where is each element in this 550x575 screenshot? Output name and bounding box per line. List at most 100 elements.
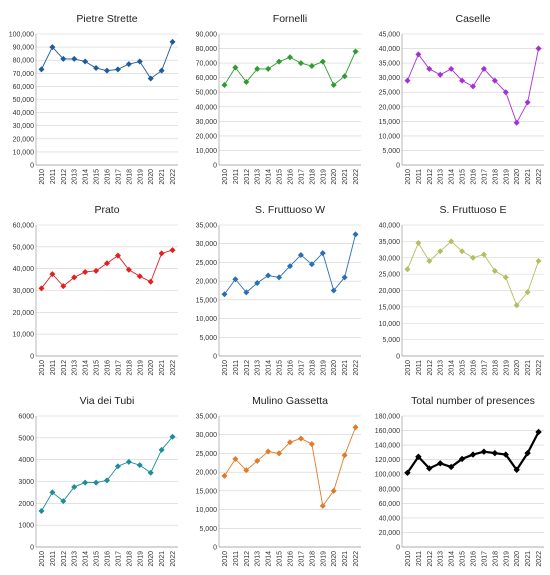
- chart-title: Fornelli: [273, 13, 307, 25]
- x-tick-label: 2010: [405, 551, 412, 567]
- y-tick-label: 5,000: [382, 148, 400, 155]
- y-tick-label: 10,000: [13, 332, 35, 339]
- data-point: [169, 38, 176, 45]
- x-tick-label: 2020: [331, 169, 338, 185]
- data-point: [502, 274, 509, 281]
- y-tick-label: 40,000: [379, 46, 401, 53]
- series-line: [41, 249, 173, 289]
- data-point: [535, 45, 542, 52]
- x-tick-label: 2010: [405, 169, 412, 185]
- data-point: [71, 55, 78, 62]
- x-tick-label: 2019: [503, 360, 510, 376]
- x-tick-label: 2018: [126, 551, 133, 567]
- data-point: [243, 467, 250, 474]
- data-point: [254, 280, 261, 287]
- data-point: [297, 435, 304, 442]
- y-tick-label: 0: [396, 545, 400, 552]
- x-tick-label: 2018: [126, 169, 133, 185]
- x-tick-label: 2010: [222, 551, 229, 567]
- data-point: [297, 60, 304, 67]
- data-point: [221, 81, 228, 88]
- x-tick-label: 2018: [309, 551, 316, 567]
- data-point: [276, 58, 283, 65]
- data-point: [114, 252, 121, 259]
- x-tick-label: 2014: [266, 360, 273, 376]
- y-tick-label: 30,000: [379, 255, 401, 262]
- y-tick-label: 30,000: [13, 123, 35, 130]
- y-tick-label: 90,000: [196, 32, 218, 39]
- x-tick-label: 2016: [288, 551, 295, 567]
- chart-svg: S. Fruttuoso W 0 5,000 10,000 15,000 20,000 25…: [196, 204, 361, 376]
- data-point: [341, 73, 348, 80]
- y-tick-label: 60,000: [13, 84, 35, 91]
- x-tick-label: 2015: [94, 360, 101, 376]
- y-tick-label: 10,000: [196, 148, 218, 155]
- data-point: [38, 66, 45, 73]
- x-tick-label: 2018: [309, 360, 316, 376]
- x-tick-label: 2013: [72, 169, 79, 185]
- data-point: [221, 291, 228, 298]
- x-tick-label: 2014: [266, 169, 273, 185]
- y-tick-label: 3000: [18, 479, 34, 486]
- data-point: [491, 77, 498, 84]
- data-point: [147, 278, 154, 285]
- x-tick-label: 2012: [244, 169, 251, 185]
- x-tick-label: 2011: [50, 551, 57, 566]
- chart-title: Caselle: [455, 13, 490, 25]
- y-tick-label: 180,000: [375, 414, 400, 421]
- x-tick-label: 2010: [222, 360, 229, 376]
- x-tick-label: 2017: [298, 169, 305, 185]
- x-tick-label: 2015: [277, 360, 284, 376]
- y-tick-label: 35,000: [379, 239, 401, 246]
- y-tick-label: 20,000: [379, 288, 401, 295]
- x-tick-label: 2022: [170, 360, 177, 376]
- x-tick-label: 2012: [427, 169, 434, 185]
- x-tick-label: 2016: [471, 360, 478, 376]
- x-tick-label: 2013: [438, 360, 445, 376]
- y-tick-label: 30,000: [13, 288, 35, 295]
- data-point: [254, 65, 261, 72]
- x-tick-label: 2017: [115, 360, 122, 376]
- series-line: [41, 436, 173, 512]
- x-tick-label: 2014: [449, 169, 456, 185]
- chart-panel: Pietre Strette 0 10,000 20,000 30,000 40,000 5…: [0, 0, 183, 191]
- x-tick-label: 2014: [83, 360, 90, 376]
- x-tick-label: 2015: [94, 551, 101, 567]
- x-tick-label: 2015: [460, 551, 467, 567]
- x-tick-label: 2012: [427, 360, 434, 376]
- data-point: [426, 465, 433, 472]
- data-point: [265, 272, 272, 279]
- data-point: [447, 463, 455, 471]
- data-point: [104, 260, 110, 267]
- chart-panel: Via dei Tubi 0 1000 2000 3000 4000 5000 6000 201…: [0, 382, 183, 573]
- data-point: [437, 460, 444, 467]
- y-tick-label: 80,000: [196, 46, 218, 53]
- data-point: [448, 65, 455, 72]
- data-point: [287, 54, 293, 61]
- data-point: [352, 231, 359, 238]
- chart-title: Total number of presences: [411, 395, 535, 407]
- data-point: [158, 250, 165, 257]
- y-tick-label: 5,000: [382, 337, 400, 344]
- y-tick-label: 50,000: [13, 97, 35, 104]
- data-point: [535, 258, 542, 265]
- x-tick-label: 2022: [536, 360, 543, 376]
- data-point: [243, 289, 250, 296]
- x-tick-label: 2011: [233, 169, 240, 184]
- chart-title: Mulino Gassetta: [252, 395, 328, 407]
- x-tick-label: 2020: [514, 551, 521, 567]
- data-point: [491, 267, 498, 274]
- x-tick-label: 2021: [525, 360, 532, 376]
- data-point: [480, 251, 487, 258]
- data-point: [243, 79, 250, 86]
- x-tick-label: 2019: [320, 169, 327, 185]
- data-point: [276, 274, 283, 281]
- data-point: [319, 58, 326, 65]
- x-tick-label: 2016: [288, 169, 295, 185]
- x-tick-label: 2019: [137, 169, 144, 185]
- x-tick-label: 2017: [298, 551, 305, 567]
- data-point: [93, 65, 100, 72]
- chart-svg: Mulino Gassetta 0 5,000 10,000 15,000 20,000 2…: [196, 395, 361, 567]
- data-point: [104, 67, 110, 74]
- x-tick-label: 2022: [353, 360, 360, 376]
